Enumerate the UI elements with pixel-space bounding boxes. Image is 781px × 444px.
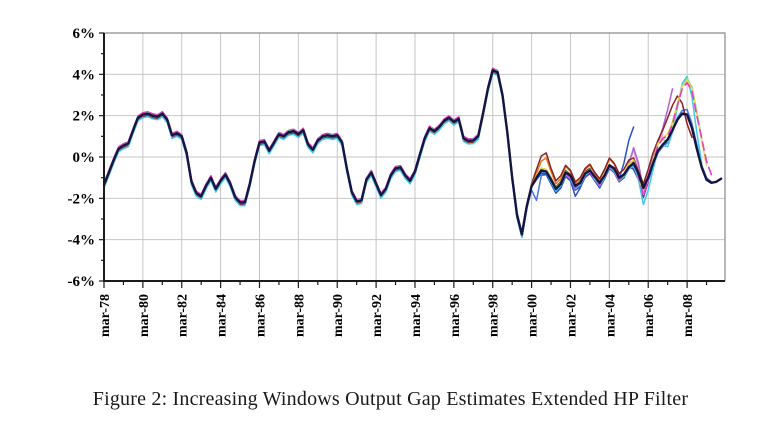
x-axis-labels: mar-78 mar-80 mar-82 mar-84 mar-86 mar-88 mar-… [98,294,696,337]
y-axis-label: 4% [73,67,96,83]
series-est-2008Q4-lightgreen [103,68,703,235]
x-axis-label: mar-06 [642,294,657,337]
series-est-2005Q3-royalblue [103,71,635,238]
x-axis-label: mar-88 [292,294,307,337]
series-est-2007Q3-orchid [103,68,674,235]
x-axis-label: mar-90 [331,294,346,337]
x-axis-label: mar-98 [487,294,502,337]
axis-lines [103,33,725,282]
y-axis-label: 6% [73,26,96,42]
x-axis-label: mar-86 [253,294,268,337]
series-est-2008Q3-cyan [103,72,703,239]
series-lines [102,67,723,239]
y-axis-label: -2% [68,191,96,207]
series-est-2009Q4-blue [103,71,713,238]
x-axis-label: mar-82 [176,294,191,337]
x-axis-label: mar-94 [409,294,424,337]
x-axis-label: mar-08 [681,294,696,337]
x-axis-label: mar-78 [98,294,113,337]
x-axis-label: mar-84 [215,294,230,337]
series-est-full-sample [102,69,723,236]
series-est-2005Q2-tan [103,68,630,235]
x-axis-label: mar-04 [603,294,618,337]
x-axis-label: mar-80 [137,294,152,337]
series-est-2009Q3-magenta [103,67,713,234]
x-axis-label: mar-02 [564,294,579,337]
x-axis-label: mar-96 [448,294,463,337]
gridlines [103,32,725,282]
chart-area: 6% 4% 2% 0% -2% -4% -6% mar-78 mar-80 mar-82 mar-8… [68,26,726,337]
series-est-2008Q2-maroon [103,71,693,237]
figure-caption: Figure 2: Increasing Windows Output Gap … [92,388,689,410]
y-axis-label: 0% [73,150,96,166]
axis-ticks [99,32,708,288]
y-axis-label: -6% [68,274,96,290]
y-axis-label: 2% [73,109,96,125]
y-axis-label: -4% [68,233,96,249]
output-gap-chart: 6% 4% 2% 0% -2% -4% -6%mar-78 mar-80 mar-82 mar-8… [68,26,726,337]
x-axis-label: mar-00 [526,294,541,337]
x-axis-label: mar-92 [370,294,385,337]
series-est-2009Q1-yellow [103,70,708,236]
plot-border [104,32,726,281]
y-axis-labels: 6% 4% 2% 0% -2% -4% -6% [68,26,96,290]
